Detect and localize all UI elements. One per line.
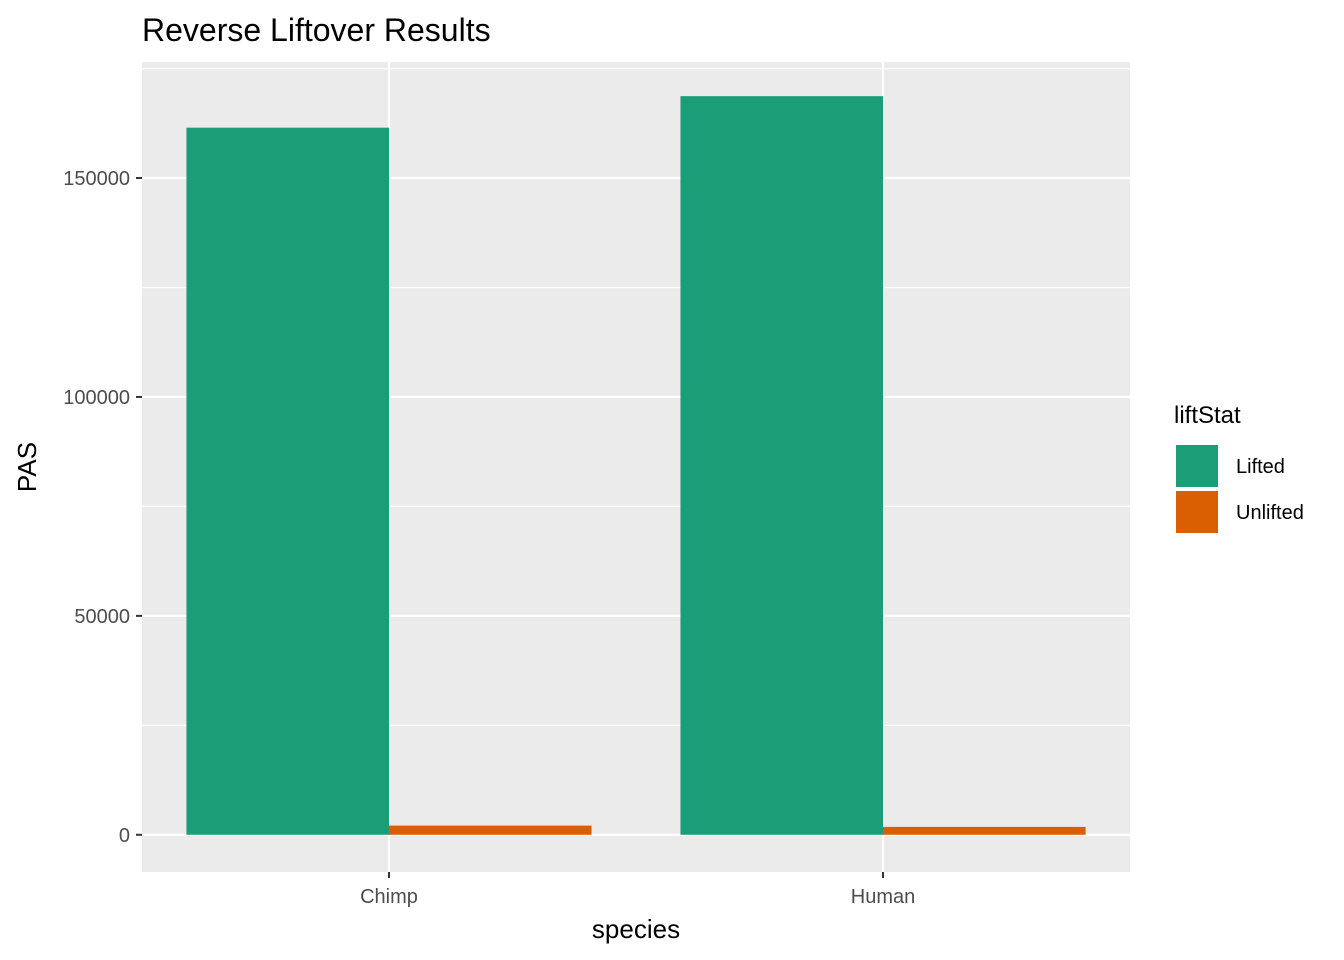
y-tick-label-0: 0 <box>119 825 130 847</box>
y-tick-label-1: 50000 <box>74 606 130 628</box>
bar-layer <box>186 96 1086 835</box>
legend-key-lifted <box>1176 445 1218 487</box>
bar-human-lifted <box>680 96 883 835</box>
bar-human-unlifted <box>883 826 1086 835</box>
legend-items: Lifted Unlifted <box>1176 445 1304 533</box>
legend-label-unlifted: Unlifted <box>1236 502 1304 524</box>
legend-key-unlifted <box>1176 491 1218 533</box>
y-tick-label-2: 100000 <box>63 387 130 409</box>
x-axis-title: species <box>592 914 680 944</box>
y-axis-title: PAS <box>12 442 42 492</box>
y-tick-label-3: 150000 <box>63 168 130 190</box>
legend-title: liftStat <box>1174 402 1241 429</box>
legend-label-lifted: Lifted <box>1236 456 1285 478</box>
bar-chimp-lifted <box>186 127 389 835</box>
x-tick-label-chimp: Chimp <box>360 886 418 908</box>
x-tick-label-human: Human <box>851 886 915 908</box>
legend: liftStat Lifted Unlifted <box>1174 402 1304 533</box>
bar-chimp-unlifted <box>389 825 592 835</box>
chart-title: Reverse Liftover Results <box>142 12 491 48</box>
axis-layer: 0 50000 100000 150000 Chimp Human <box>63 168 915 908</box>
